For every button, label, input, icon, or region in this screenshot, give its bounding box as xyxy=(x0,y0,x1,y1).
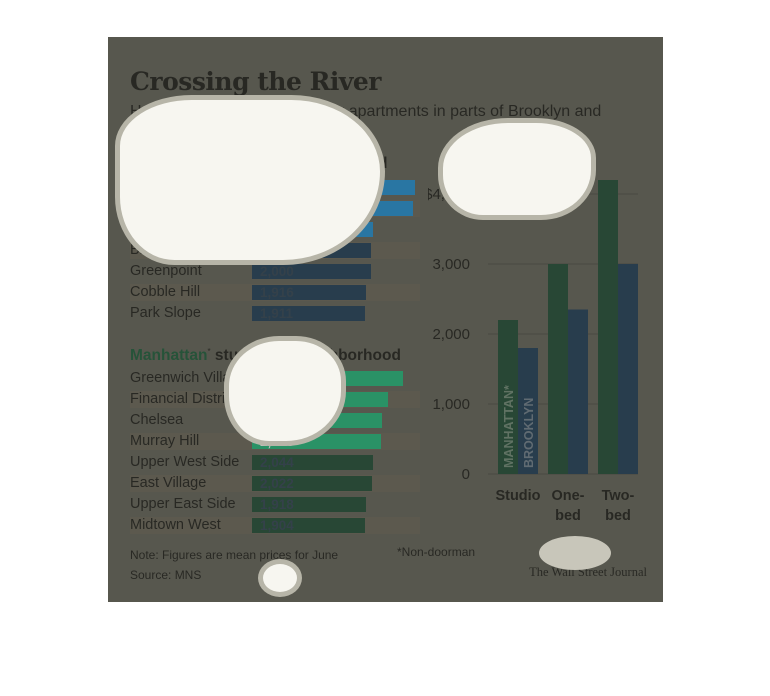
chart-subtitle: Here is how rents compare for apartments… xyxy=(130,103,602,141)
brooklyn-row: Fort Greene 2,037 xyxy=(130,221,420,238)
manhattan-label: Upper West Side xyxy=(130,454,240,470)
x-tick-label: Two- xyxy=(602,488,635,504)
brooklyn-bar: 1,916 xyxy=(252,285,366,300)
x-tick-label: bed xyxy=(555,508,581,524)
manhattan-rent-bar xyxy=(548,264,568,474)
brooklyn-row: Cobble Hill 1,916 xyxy=(130,284,420,301)
manhattan-row: Upper West Side 2,044 xyxy=(130,454,420,471)
manhattan-row: East Village 2,022 xyxy=(130,475,420,492)
manhattan-row: Upper East Side 1,918 xyxy=(130,496,420,513)
series-label: MANHATTAN* xyxy=(502,385,516,468)
brooklyn-label: Dumbo xyxy=(130,179,177,195)
y-tick-label: 0 xyxy=(462,466,470,483)
brooklyn-rent-bar xyxy=(618,264,638,474)
brooklyn-label: Greenpoint xyxy=(130,263,202,279)
manhattan-value-label: 2,186 xyxy=(260,413,294,428)
brooklyn-rent-bar xyxy=(568,309,588,474)
chart-title: Crossing the River xyxy=(130,67,381,96)
brooklyn-label: Williamsburg xyxy=(130,200,213,216)
brooklyn-value-label: $2,750 xyxy=(260,180,302,195)
manhattan-value-label: 2,176 xyxy=(260,434,294,449)
brooklyn-rent-bar xyxy=(518,348,538,474)
brooklyn-bar: 1,911 xyxy=(252,306,366,321)
manhattan-label: Chelsea xyxy=(130,412,184,428)
manhattan-label: Murray Hill xyxy=(130,433,200,449)
manhattan-heading: Manhattan* studios by neighborhood xyxy=(130,347,401,365)
manhattan-bar: 2,186 xyxy=(252,413,382,428)
manhattan-label: Upper East Side xyxy=(130,496,236,512)
brooklyn-label: Park Slope xyxy=(130,305,201,321)
brooklyn-row: Park Slope 1,911 xyxy=(130,305,420,322)
brooklyn-bar: $2,750 xyxy=(252,180,415,195)
footer-note: Note: Figures are mean prices for June xyxy=(130,548,339,562)
manhattan-rent-bar xyxy=(498,320,518,474)
brooklyn-bar: 2,037 xyxy=(252,222,373,237)
brooklyn-label: Cobble Hill xyxy=(130,284,201,300)
footer-credit: The Wall Street Journal xyxy=(529,565,647,579)
manhattan-bar: 2,044 xyxy=(252,455,374,470)
brooklyn-bar: 2,000 xyxy=(252,264,371,279)
brooklyn-heading: Brooklyn studios by neighborhood xyxy=(130,155,387,173)
brooklyn-row: Brooklyn Heights 2,004 xyxy=(130,242,420,259)
manhattan-row: Murray Hill 2,176 xyxy=(130,433,420,450)
manhattan-bar: 1,904 xyxy=(252,518,365,533)
manhattan-row: Greenwich Village $2,542 xyxy=(130,370,420,387)
manhattan-label: East Village xyxy=(130,475,207,491)
footer-notes: Note: Figures are mean prices for June S… xyxy=(130,545,338,585)
manhattan-value-label: 1,904 xyxy=(260,518,294,533)
footer-nondoorman: *Non-doorman xyxy=(397,545,476,559)
manhattan-value-label: $2,542 xyxy=(260,371,302,386)
y-tick-label: 1,000 xyxy=(432,396,470,413)
manhattan-value-label: 2,022 xyxy=(260,476,294,491)
manhattan-bar: 2,291 xyxy=(252,392,388,407)
manhattan-heading-rest: studios by neighborhood xyxy=(210,347,401,365)
brooklyn-value-label: 2,037 xyxy=(260,222,294,237)
brooklyn-bar: 2,712 xyxy=(252,201,413,216)
brooklyn-value-label: 1,911 xyxy=(260,306,294,321)
y-tick-label: 2,000 xyxy=(432,326,470,343)
manhattan-label: Financial District xyxy=(130,391,237,407)
manhattan-heading-mark: * xyxy=(207,347,211,356)
manhattan-bar: $2,542 xyxy=(252,371,403,386)
brooklyn-bar: 2,004 xyxy=(252,243,371,258)
brooklyn-label: Fort Greene xyxy=(130,221,209,237)
manhattan-value-label: 2,044 xyxy=(260,455,294,470)
brooklyn-heading-highlight: Brooklyn xyxy=(130,155,198,172)
manhattan-bar: 2,176 xyxy=(252,434,381,449)
x-tick-label: Studio xyxy=(495,488,540,504)
manhattan-heading-highlight: Manhattan xyxy=(130,347,208,365)
manhattan-rent-bar xyxy=(598,180,618,474)
manhattan-label: Greenwich Village xyxy=(130,370,247,386)
brooklyn-value-label: 2,712 xyxy=(260,201,294,216)
manhattan-bar: 2,022 xyxy=(252,476,372,491)
footer-source: Source: MNS xyxy=(130,568,202,582)
manhattan-value-label: 2,291 xyxy=(260,392,294,407)
manhattan-label: Midtown West xyxy=(130,517,221,533)
y-tick-label: 3,000 xyxy=(432,256,470,273)
manhattan-row: Chelsea 2,186 xyxy=(130,412,420,429)
infographic-panel: Crossing the River Here is how rents com… xyxy=(108,37,663,602)
x-tick-label: One- xyxy=(551,488,584,504)
manhattan-row: Financial District 2,291 xyxy=(130,391,420,408)
y-tick-label: $4,000 xyxy=(428,186,470,203)
brooklyn-row: Williamsburg 2,712 xyxy=(130,200,420,217)
x-tick-label: bed xyxy=(605,508,631,524)
brooklyn-row: Dumbo $2,750 xyxy=(130,179,420,196)
manhattan-row: Midtown West 1,904 xyxy=(130,517,420,534)
manhattan-bar: 1,918 xyxy=(252,497,366,512)
brooklyn-value-label: 2,004 xyxy=(260,243,294,258)
boroughwide-rent-chart: 0 1,000 2,000 3,000 $4,000 Studio One-bed Two-b… xyxy=(428,180,638,524)
brooklyn-value-label: 1,916 xyxy=(260,285,294,300)
brooklyn-label: Brooklyn Heights xyxy=(130,242,240,258)
series-label: BROOKLYN xyxy=(522,398,536,468)
brooklyn-heading-rest: studios by neighborhood xyxy=(197,155,388,172)
brooklyn-row: Greenpoint 2,000 xyxy=(130,263,420,280)
manhattan-value-label: 1,918 xyxy=(260,497,294,512)
brooklyn-value-label: 2,000 xyxy=(260,264,294,279)
